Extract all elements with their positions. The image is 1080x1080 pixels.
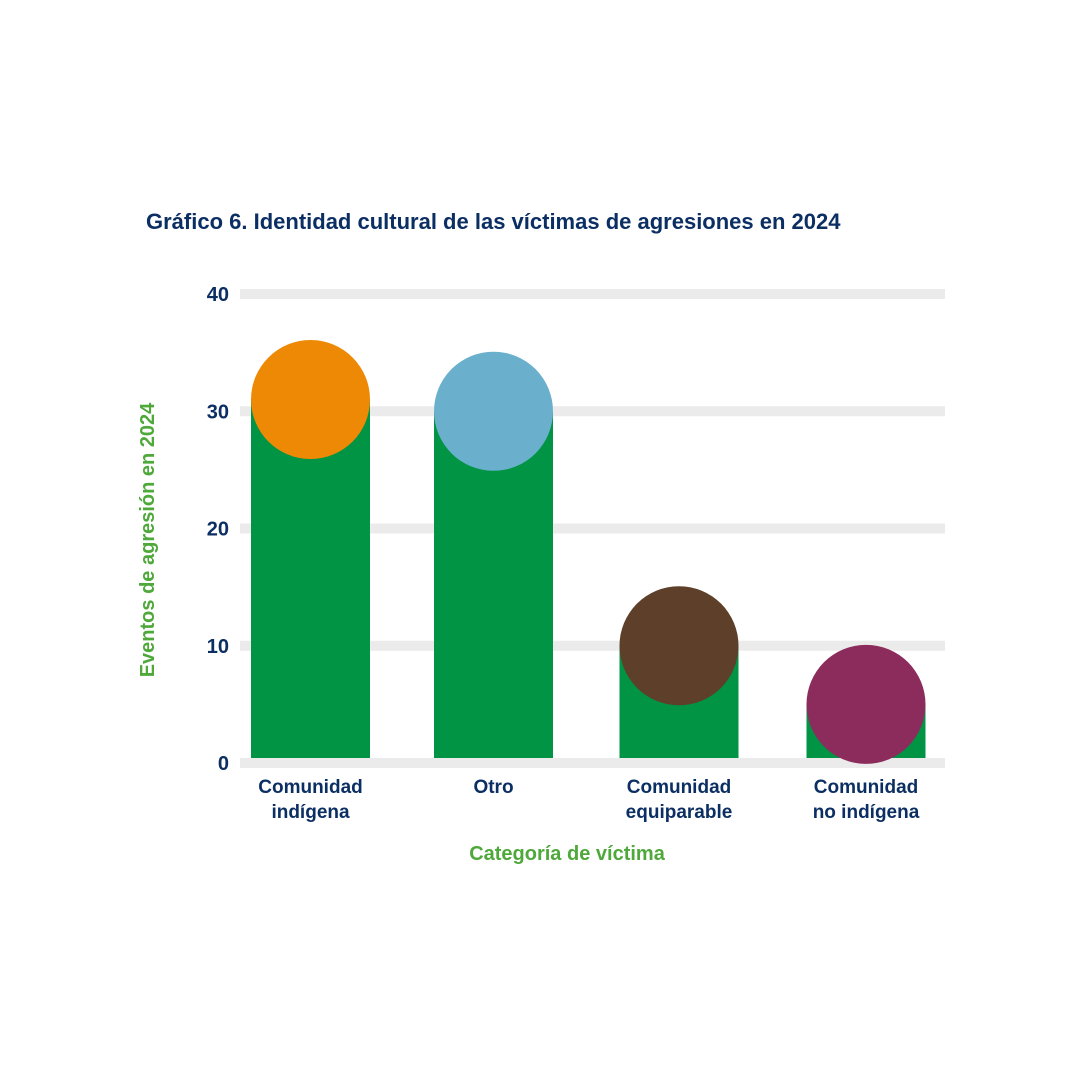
y-tick-label-10: 10 — [207, 636, 229, 658]
bar-marker-2 — [434, 351, 553, 471]
category-label-line: Comunidad — [258, 777, 363, 798]
gridline-0 — [240, 758, 945, 768]
gridlines — [240, 289, 945, 768]
x-axis-categories: Comunidad indígena Otro Comunidad equiparabl… — [258, 777, 919, 823]
bar-marker-4 — [806, 644, 926, 764]
y-tick-label-20: 20 — [207, 519, 229, 541]
bar-markers — [251, 340, 926, 764]
bar-1 — [251, 399, 370, 758]
category-label-line: no indígena — [813, 802, 920, 823]
gridline-20 — [240, 523, 945, 534]
y-axis-label: Eventos de agresión en 2024 — [137, 402, 159, 677]
category-label-line: Comunidad — [627, 777, 732, 798]
category-label-1: Comunidad indígena — [258, 777, 363, 823]
gridline-10 — [240, 640, 945, 651]
gridline-30 — [240, 406, 945, 417]
y-tick-label-40: 40 — [207, 284, 229, 306]
gridline-40 — [240, 289, 945, 299]
chart-title: Gráfico 6. Identidad cultural de las víc… — [146, 209, 841, 234]
category-label-4: Comunidad no indígena — [813, 777, 920, 823]
category-label-line: indígena — [271, 802, 350, 823]
y-axis-ticks: 0 10 20 30 40 — [207, 284, 229, 775]
category-label-line: Comunidad — [814, 777, 919, 798]
category-label-2: Otro — [473, 777, 513, 798]
x-axis-label: Categoría de víctima — [469, 843, 666, 865]
category-label-line: Otro — [473, 777, 513, 798]
y-tick-label-30: 30 — [207, 401, 229, 423]
bar-marker-3 — [619, 586, 739, 706]
category-label-3: Comunidad equiparable — [626, 777, 733, 823]
category-label-line: equiparable — [626, 802, 733, 823]
y-tick-label-0: 0 — [218, 753, 229, 775]
bar-marker-1 — [251, 340, 370, 460]
